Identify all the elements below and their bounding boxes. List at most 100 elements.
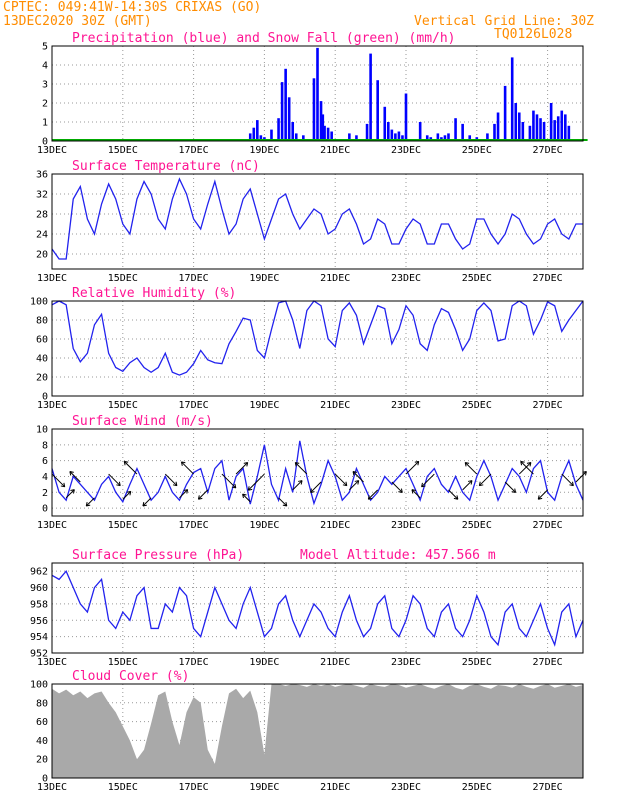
precip-bar xyxy=(397,131,401,141)
wind-arrowhead xyxy=(357,480,360,485)
wind-arrowhead xyxy=(175,481,178,486)
wind-arrowhead xyxy=(411,489,416,491)
wind-arrowhead xyxy=(526,461,531,464)
series-line xyxy=(51,440,584,506)
precip-bar xyxy=(510,57,514,141)
wind-arrowhead xyxy=(282,504,287,507)
precip-bar xyxy=(321,114,325,141)
wind-arrow xyxy=(462,480,473,491)
wind-arrowhead xyxy=(511,491,516,493)
precip-bar xyxy=(549,103,553,141)
x-tick-label: 19DEC xyxy=(249,782,279,793)
wind-arrowhead xyxy=(285,501,288,507)
x-tick-label: 17DEC xyxy=(179,657,209,668)
wind-arrowhead xyxy=(354,480,359,482)
panel-title: Surface Wind (m/s) xyxy=(72,414,213,429)
precip-bar xyxy=(553,120,556,141)
x-tick-label: 15DEC xyxy=(108,400,138,411)
x-tick-label: 27DEC xyxy=(533,657,563,668)
x-tick-label: 27DEC xyxy=(533,400,563,411)
precip-bar xyxy=(323,125,326,141)
precip-bar xyxy=(418,122,422,141)
precip-bar xyxy=(369,53,372,141)
precip-bar xyxy=(348,133,351,141)
wind-arrow xyxy=(65,489,75,499)
header-run-code: TQ0126L028 xyxy=(494,27,572,42)
precip-bar xyxy=(401,135,404,141)
wind-arrowhead xyxy=(118,481,121,486)
x-tick-label: 19DEC xyxy=(249,400,279,411)
precip-bar xyxy=(443,135,447,141)
precip-bar xyxy=(394,133,397,141)
panel-5: 13DEC 15DEC 17DEC 19DEC 21DEC 23DEC 25DEC 27DEC… xyxy=(30,669,584,793)
wind-arrowhead xyxy=(186,489,189,494)
x-tick-label: 17DEC xyxy=(179,400,209,411)
x-tick-label: 17DEC xyxy=(179,520,209,531)
y-tick-label: 80 xyxy=(36,698,48,709)
precip-bar xyxy=(284,68,287,141)
x-tick-label: 15DEC xyxy=(108,782,138,793)
wind-arrowhead xyxy=(69,471,74,473)
wind-arrow xyxy=(479,473,492,487)
wind-arrow xyxy=(411,489,421,499)
panel-4: 13DEC 15DEC 17DEC 19DEC 21DEC 23DEC 25DEC 27DEC… xyxy=(30,548,584,668)
wind-arrowhead xyxy=(124,460,129,463)
y-tick-label: 3 xyxy=(42,80,48,91)
wind-arrowhead xyxy=(465,461,470,464)
wind-arrow xyxy=(123,461,138,475)
y-tick-label: 958 xyxy=(30,599,48,610)
wind-arrowhead xyxy=(569,484,574,487)
wind-arrowhead xyxy=(243,461,248,464)
precip-bar xyxy=(252,127,256,141)
y-tick-label: 6 xyxy=(42,456,48,467)
wind-arrow xyxy=(405,461,420,475)
wind-arrowhead xyxy=(197,495,200,500)
x-tick-label: 21DEC xyxy=(320,145,350,156)
wind-arrowhead xyxy=(464,462,467,467)
x-tick-label: 19DEC xyxy=(249,520,279,531)
wind-arrowhead xyxy=(585,471,587,476)
wind-arrow xyxy=(537,489,548,500)
precip-bar xyxy=(564,114,567,141)
wind-arrowhead xyxy=(181,461,186,464)
precip-bar xyxy=(312,78,316,141)
y-tick-label: 24 xyxy=(36,230,48,241)
wind-arrowhead xyxy=(198,497,203,500)
precip-bar xyxy=(514,103,518,141)
wind-arrow xyxy=(421,473,435,488)
x-tick-label: 19DEC xyxy=(249,273,279,284)
x-tick-label: 27DEC xyxy=(533,273,563,284)
y-tick-label: 20 xyxy=(36,755,48,766)
x-tick-label: 15DEC xyxy=(108,657,138,668)
panel-frame xyxy=(51,562,584,654)
precip-bar xyxy=(556,116,560,141)
y-tick-label: 100 xyxy=(30,680,48,691)
header-station: CPTEC: 049:41W-14:30S CRIXAS (GO) xyxy=(3,0,261,15)
series-line xyxy=(51,177,583,260)
panel-title: Surface Pressure (hPa) xyxy=(72,548,244,563)
wind-arrowhead xyxy=(345,481,348,486)
wind-arrowhead xyxy=(247,486,250,491)
wind-arrow xyxy=(349,480,360,491)
wind-arrowhead xyxy=(242,493,247,496)
precip-bar xyxy=(521,122,525,141)
y-tick-label: 20 xyxy=(36,250,48,261)
wind-arrow xyxy=(391,481,403,493)
panel-2: 13DEC 15DEC 17DEC 19DEC 21DEC 23DEC 25DEC 27DEC… xyxy=(30,286,584,411)
x-tick-label: 13DEC xyxy=(37,145,67,156)
x-tick-label: 25DEC xyxy=(462,657,492,668)
wind-arrow xyxy=(367,489,379,500)
x-tick-label: 23DEC xyxy=(391,782,421,793)
y-tick-label: 954 xyxy=(30,632,48,643)
x-tick-label: 23DEC xyxy=(391,400,421,411)
wind-arrowhead xyxy=(60,485,65,488)
wind-arrowhead xyxy=(248,488,253,491)
panel-title: Surface Temperature (nC) xyxy=(72,159,260,174)
precip-bar xyxy=(528,125,532,141)
x-tick-label: 27DEC xyxy=(533,145,563,156)
wind-arrowhead xyxy=(298,480,303,482)
y-tick-label: 100 xyxy=(30,297,48,308)
y-tick-label: 60 xyxy=(36,717,48,728)
precip-bar xyxy=(326,127,330,141)
